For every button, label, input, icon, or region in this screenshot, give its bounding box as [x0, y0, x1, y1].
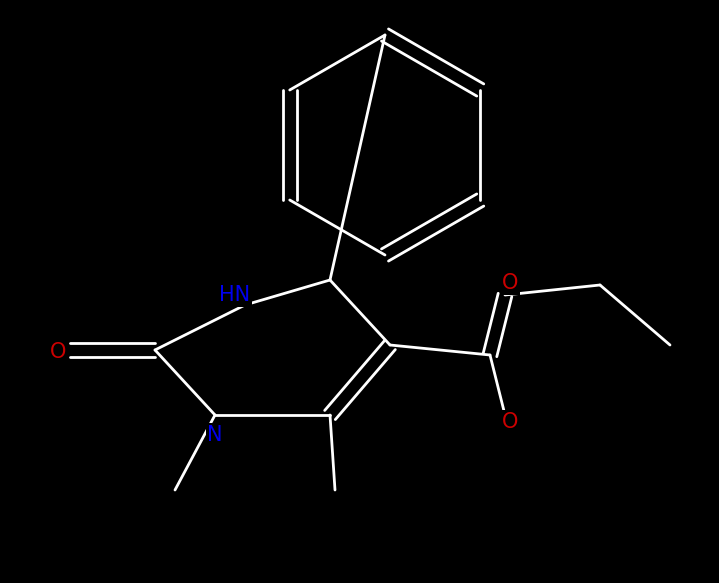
- Text: HN: HN: [219, 285, 250, 305]
- Text: O: O: [502, 273, 518, 293]
- Text: N: N: [207, 425, 223, 445]
- Text: O: O: [502, 412, 518, 432]
- Text: O: O: [50, 342, 66, 362]
